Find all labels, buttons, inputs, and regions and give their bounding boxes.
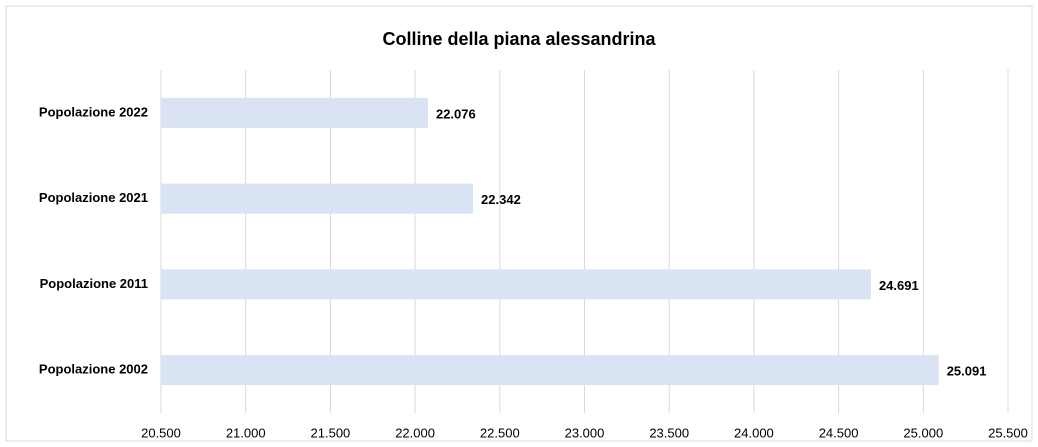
x-tick-label: 22.000 bbox=[395, 425, 435, 440]
bar bbox=[161, 97, 428, 128]
x-tick-label: 22.500 bbox=[480, 425, 520, 440]
x-tick-label: 23.000 bbox=[565, 425, 605, 440]
x-tick-label: 24.000 bbox=[734, 425, 774, 440]
bar bbox=[161, 355, 939, 386]
y-tick-label: Popolazione 2022 bbox=[39, 104, 148, 119]
x-tick-label: 20.500 bbox=[141, 425, 181, 440]
x-tick-label: 25.500 bbox=[988, 425, 1028, 440]
y-tick-label: Popolazione 2021 bbox=[39, 190, 148, 205]
y-tick-label: Popolazione 2002 bbox=[39, 362, 148, 377]
data-label: 24.691 bbox=[879, 278, 919, 293]
y-tick-label: Popolazione 2011 bbox=[40, 276, 148, 291]
bar bbox=[161, 183, 474, 214]
data-label: 25.091 bbox=[947, 364, 987, 379]
x-tick-label: 21.000 bbox=[226, 425, 266, 440]
x-tick-label: 23.500 bbox=[649, 425, 689, 440]
x-tick-label: 21.500 bbox=[311, 425, 351, 440]
chart-title: Colline della piana alessandrina bbox=[382, 29, 656, 49]
x-tick-label: 25.000 bbox=[903, 425, 943, 440]
data-label: 22.076 bbox=[436, 106, 476, 121]
x-tick-label: 24.500 bbox=[819, 425, 859, 440]
bar bbox=[161, 269, 871, 300]
data-label: 22.342 bbox=[481, 192, 521, 207]
